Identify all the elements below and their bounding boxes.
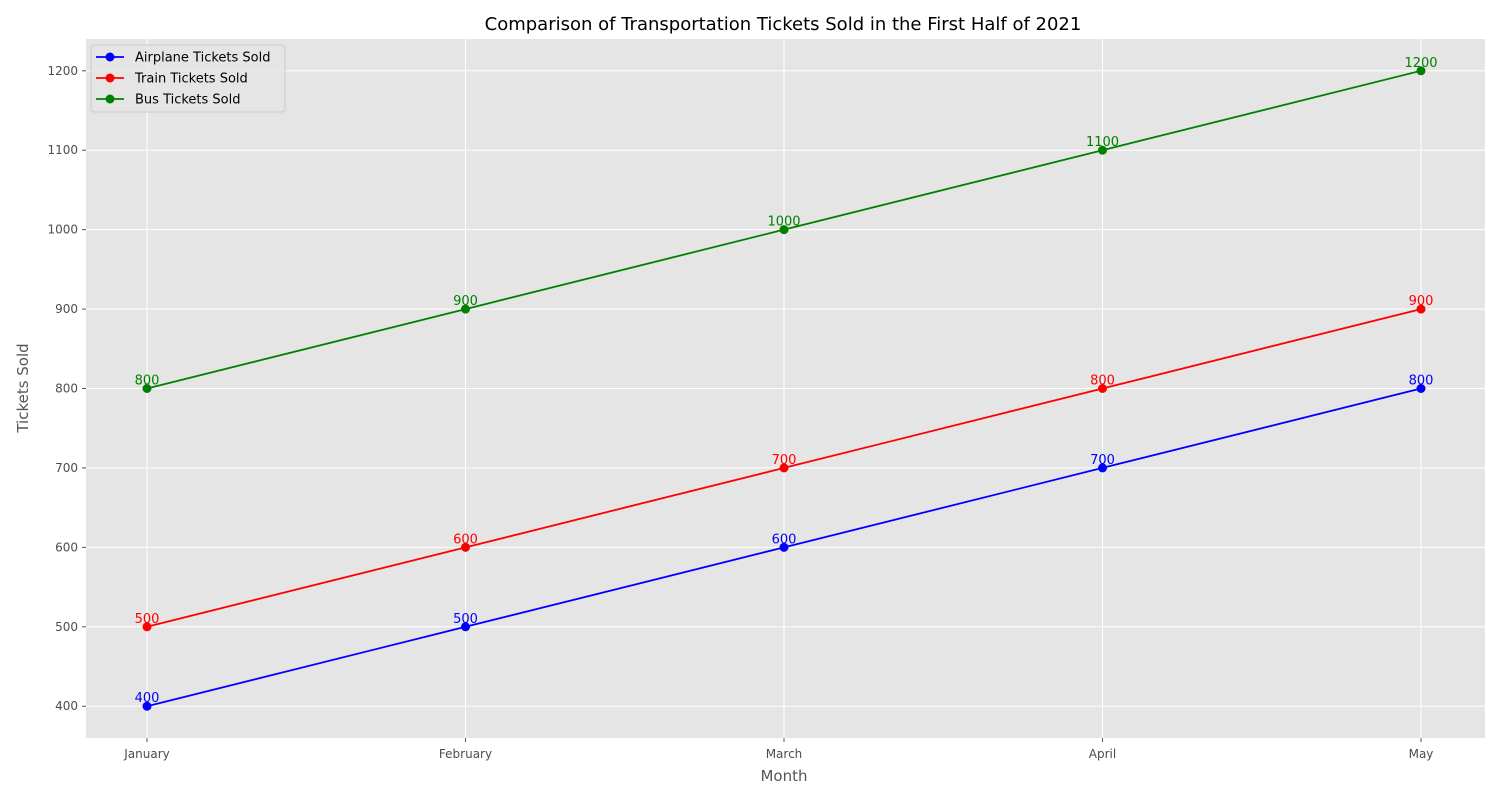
x-axis-label: Month bbox=[760, 767, 807, 785]
data-label: 800 bbox=[135, 374, 160, 389]
legend: Airplane Tickets Sold Train Tickets Sold B… bbox=[90, 44, 286, 113]
legend-marker bbox=[105, 52, 115, 62]
series-lines bbox=[142, 66, 1426, 711]
y-tick-label: 1200 bbox=[47, 64, 78, 78]
data-label: 500 bbox=[453, 612, 478, 627]
data-point bbox=[779, 225, 789, 235]
data-label: 1100 bbox=[1086, 135, 1119, 150]
data-label: 600 bbox=[772, 532, 797, 547]
legend-item: Bus Tickets Sold bbox=[96, 93, 241, 108]
data-point bbox=[1416, 66, 1426, 76]
data-point bbox=[461, 304, 470, 314]
y-tick-label: 1100 bbox=[47, 143, 78, 157]
data-label: 1200 bbox=[1404, 56, 1437, 71]
data-point bbox=[142, 701, 152, 711]
legend-label: Train Tickets Sold bbox=[134, 72, 248, 87]
data-point bbox=[1416, 384, 1426, 393]
data-label: 600 bbox=[453, 532, 478, 547]
legend-item: Airplane Tickets Sold bbox=[96, 51, 270, 66]
y-tick-label: 400 bbox=[55, 699, 78, 713]
legend-box bbox=[90, 44, 286, 113]
series-2 bbox=[142, 66, 1426, 393]
data-label: 400 bbox=[135, 691, 160, 706]
data-point bbox=[461, 542, 470, 552]
y-tick-label: 900 bbox=[55, 302, 78, 316]
x-tick-label: April bbox=[1089, 747, 1116, 761]
y-tick-label: 800 bbox=[55, 382, 78, 396]
data-label: 800 bbox=[1409, 374, 1434, 389]
legend-item: Train Tickets Sold bbox=[96, 72, 248, 87]
x-tick-label: March bbox=[766, 747, 803, 761]
data-label: 800 bbox=[1090, 374, 1115, 389]
y-tick-label: 700 bbox=[55, 461, 78, 475]
data-point bbox=[461, 622, 470, 632]
data-label: 900 bbox=[453, 294, 478, 309]
series-0 bbox=[142, 384, 1426, 711]
x-tick-label: May bbox=[1409, 747, 1434, 761]
data-point bbox=[779, 463, 789, 473]
data-point bbox=[142, 384, 152, 393]
data-label: 900 bbox=[1409, 294, 1434, 309]
data-labels: 400 500 600 700 800 500 600 700 800 900 800 900 1000… bbox=[135, 56, 1438, 706]
data-point bbox=[1098, 463, 1107, 473]
legend-marker bbox=[105, 94, 115, 104]
x-tick-label: January bbox=[123, 747, 170, 761]
y-axis-label: Tickets Sold bbox=[14, 343, 32, 433]
data-point bbox=[1098, 384, 1107, 393]
data-label: 500 bbox=[135, 612, 160, 627]
x-tick-label: February bbox=[439, 747, 492, 761]
data-point bbox=[142, 622, 152, 632]
series-1 bbox=[142, 304, 1426, 632]
y-tick-label: 500 bbox=[55, 620, 78, 634]
data-label: 1000 bbox=[767, 215, 800, 230]
data-point bbox=[1098, 145, 1107, 155]
data-label: 700 bbox=[1090, 453, 1115, 468]
chart-title: Comparison of Transportation Tickets Sol… bbox=[485, 14, 1082, 35]
data-point bbox=[779, 542, 789, 552]
legend-marker bbox=[105, 73, 115, 83]
data-point bbox=[1416, 304, 1426, 314]
data-label: 700 bbox=[772, 453, 797, 468]
axis-ticks: 400 500 600 700 800 900 1000 1100 1200 January Feb… bbox=[47, 64, 1433, 761]
y-tick-label: 600 bbox=[55, 540, 78, 554]
legend-label: Airplane Tickets Sold bbox=[135, 51, 270, 66]
y-tick-label: 1000 bbox=[47, 223, 78, 237]
legend-label: Bus Tickets Sold bbox=[135, 93, 241, 108]
